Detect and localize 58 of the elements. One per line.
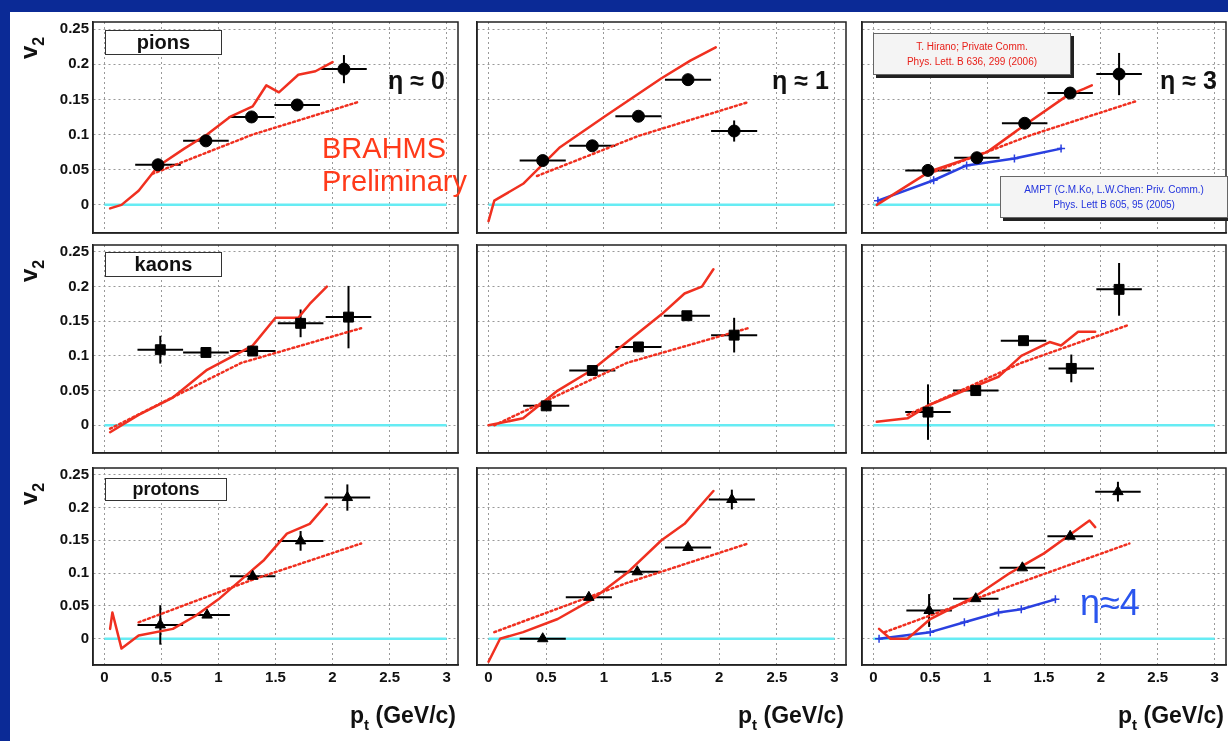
annotation: η ≈ 1 bbox=[772, 66, 829, 94]
x-tick-label: 2.5 bbox=[1147, 668, 1169, 686]
x-tick-label: 1 bbox=[214, 668, 223, 686]
x-tick-label: 2.5 bbox=[379, 668, 400, 686]
x-tick-label: 3 bbox=[1210, 668, 1219, 686]
y-axis-title: v2 bbox=[15, 36, 48, 60]
note-box: pions bbox=[105, 30, 222, 55]
x-tick-label: 0 bbox=[484, 668, 493, 686]
annotation: Phys. Lett. B 636, 299 (2006) bbox=[905, 55, 1039, 67]
y-tick-label: 0.2 bbox=[68, 497, 89, 515]
x-tick-label: 3 bbox=[830, 668, 839, 686]
x-tick-label: 0 bbox=[869, 668, 878, 686]
annotation: T. Hirano; Private Comm. bbox=[915, 41, 1029, 53]
y-tick-label: 0 bbox=[80, 628, 89, 646]
annotation: kaons bbox=[134, 253, 193, 275]
note-box: protons bbox=[105, 478, 227, 501]
y-tick-label: 0.15 bbox=[59, 530, 89, 548]
annotation: AMPT (C.M.Ko, L.W.Chen: Priv. Comm.) bbox=[1023, 184, 1205, 196]
note-box: AMPT (C.M.Ko, L.W.Chen: Priv. Comm.) Phys. Lett B 605, 95 (2005) bbox=[1000, 176, 1228, 218]
annotation: η ≈ 0 bbox=[388, 66, 445, 94]
y-tick-label: 0.2 bbox=[68, 54, 89, 72]
y-tick-label: 0.05 bbox=[59, 596, 89, 614]
annotation: Phys. Lett B 605, 95 (2005) bbox=[1052, 198, 1176, 210]
y-tick-label: 0.25 bbox=[59, 242, 89, 260]
annotation: η≈4 bbox=[1080, 582, 1140, 623]
y-tick-label: 0.15 bbox=[59, 89, 89, 107]
annotation: pions bbox=[136, 31, 191, 53]
annotation: η ≈ 3 bbox=[1160, 66, 1217, 94]
x-tick-label: 0.5 bbox=[535, 668, 557, 686]
x-tick-label: 1.5 bbox=[1033, 668, 1055, 686]
x-tick-label: 2 bbox=[328, 668, 337, 686]
x-tick-label: 2 bbox=[714, 668, 724, 686]
x-tick-label: 1 bbox=[982, 668, 992, 686]
annotation: protons bbox=[132, 479, 200, 499]
y-tick-label: 0.2 bbox=[68, 276, 89, 294]
x-tick-label: 0.5 bbox=[151, 668, 172, 686]
note-box: T. Hirano; Private Comm. Phys. Lett. B 636, 299 (2006) bbox=[873, 33, 1071, 75]
note-box: kaons bbox=[105, 252, 222, 277]
y-tick-label: 0.25 bbox=[59, 19, 89, 37]
x-tick-label: 0 bbox=[100, 668, 109, 686]
y-tick-label: 0 bbox=[80, 415, 89, 433]
y-tick-label: 0.05 bbox=[59, 380, 89, 398]
y-tick-label: 0.05 bbox=[59, 159, 89, 177]
y-tick-label: 0.1 bbox=[68, 124, 89, 142]
x-tick-label: 3 bbox=[442, 668, 451, 686]
y-tick-label: 0.1 bbox=[68, 346, 89, 364]
y-axis-title: v2 bbox=[15, 482, 48, 506]
x-tick-label: 2.5 bbox=[766, 668, 788, 686]
x-tick-label: 2 bbox=[1096, 668, 1106, 686]
x-tick-label: 0.5 bbox=[919, 668, 941, 686]
y-axis-title: v2 bbox=[15, 259, 48, 283]
y-tick-label: 0 bbox=[80, 195, 89, 213]
x-tick-label: 1.5 bbox=[651, 668, 672, 686]
y-tick-label: 0.25 bbox=[59, 464, 89, 482]
y-tick-label: 0.15 bbox=[59, 311, 89, 329]
y-tick-label: 0.1 bbox=[68, 563, 89, 581]
x-tick-label: 1.5 bbox=[265, 668, 286, 686]
x-tick-label: 1 bbox=[599, 668, 609, 686]
